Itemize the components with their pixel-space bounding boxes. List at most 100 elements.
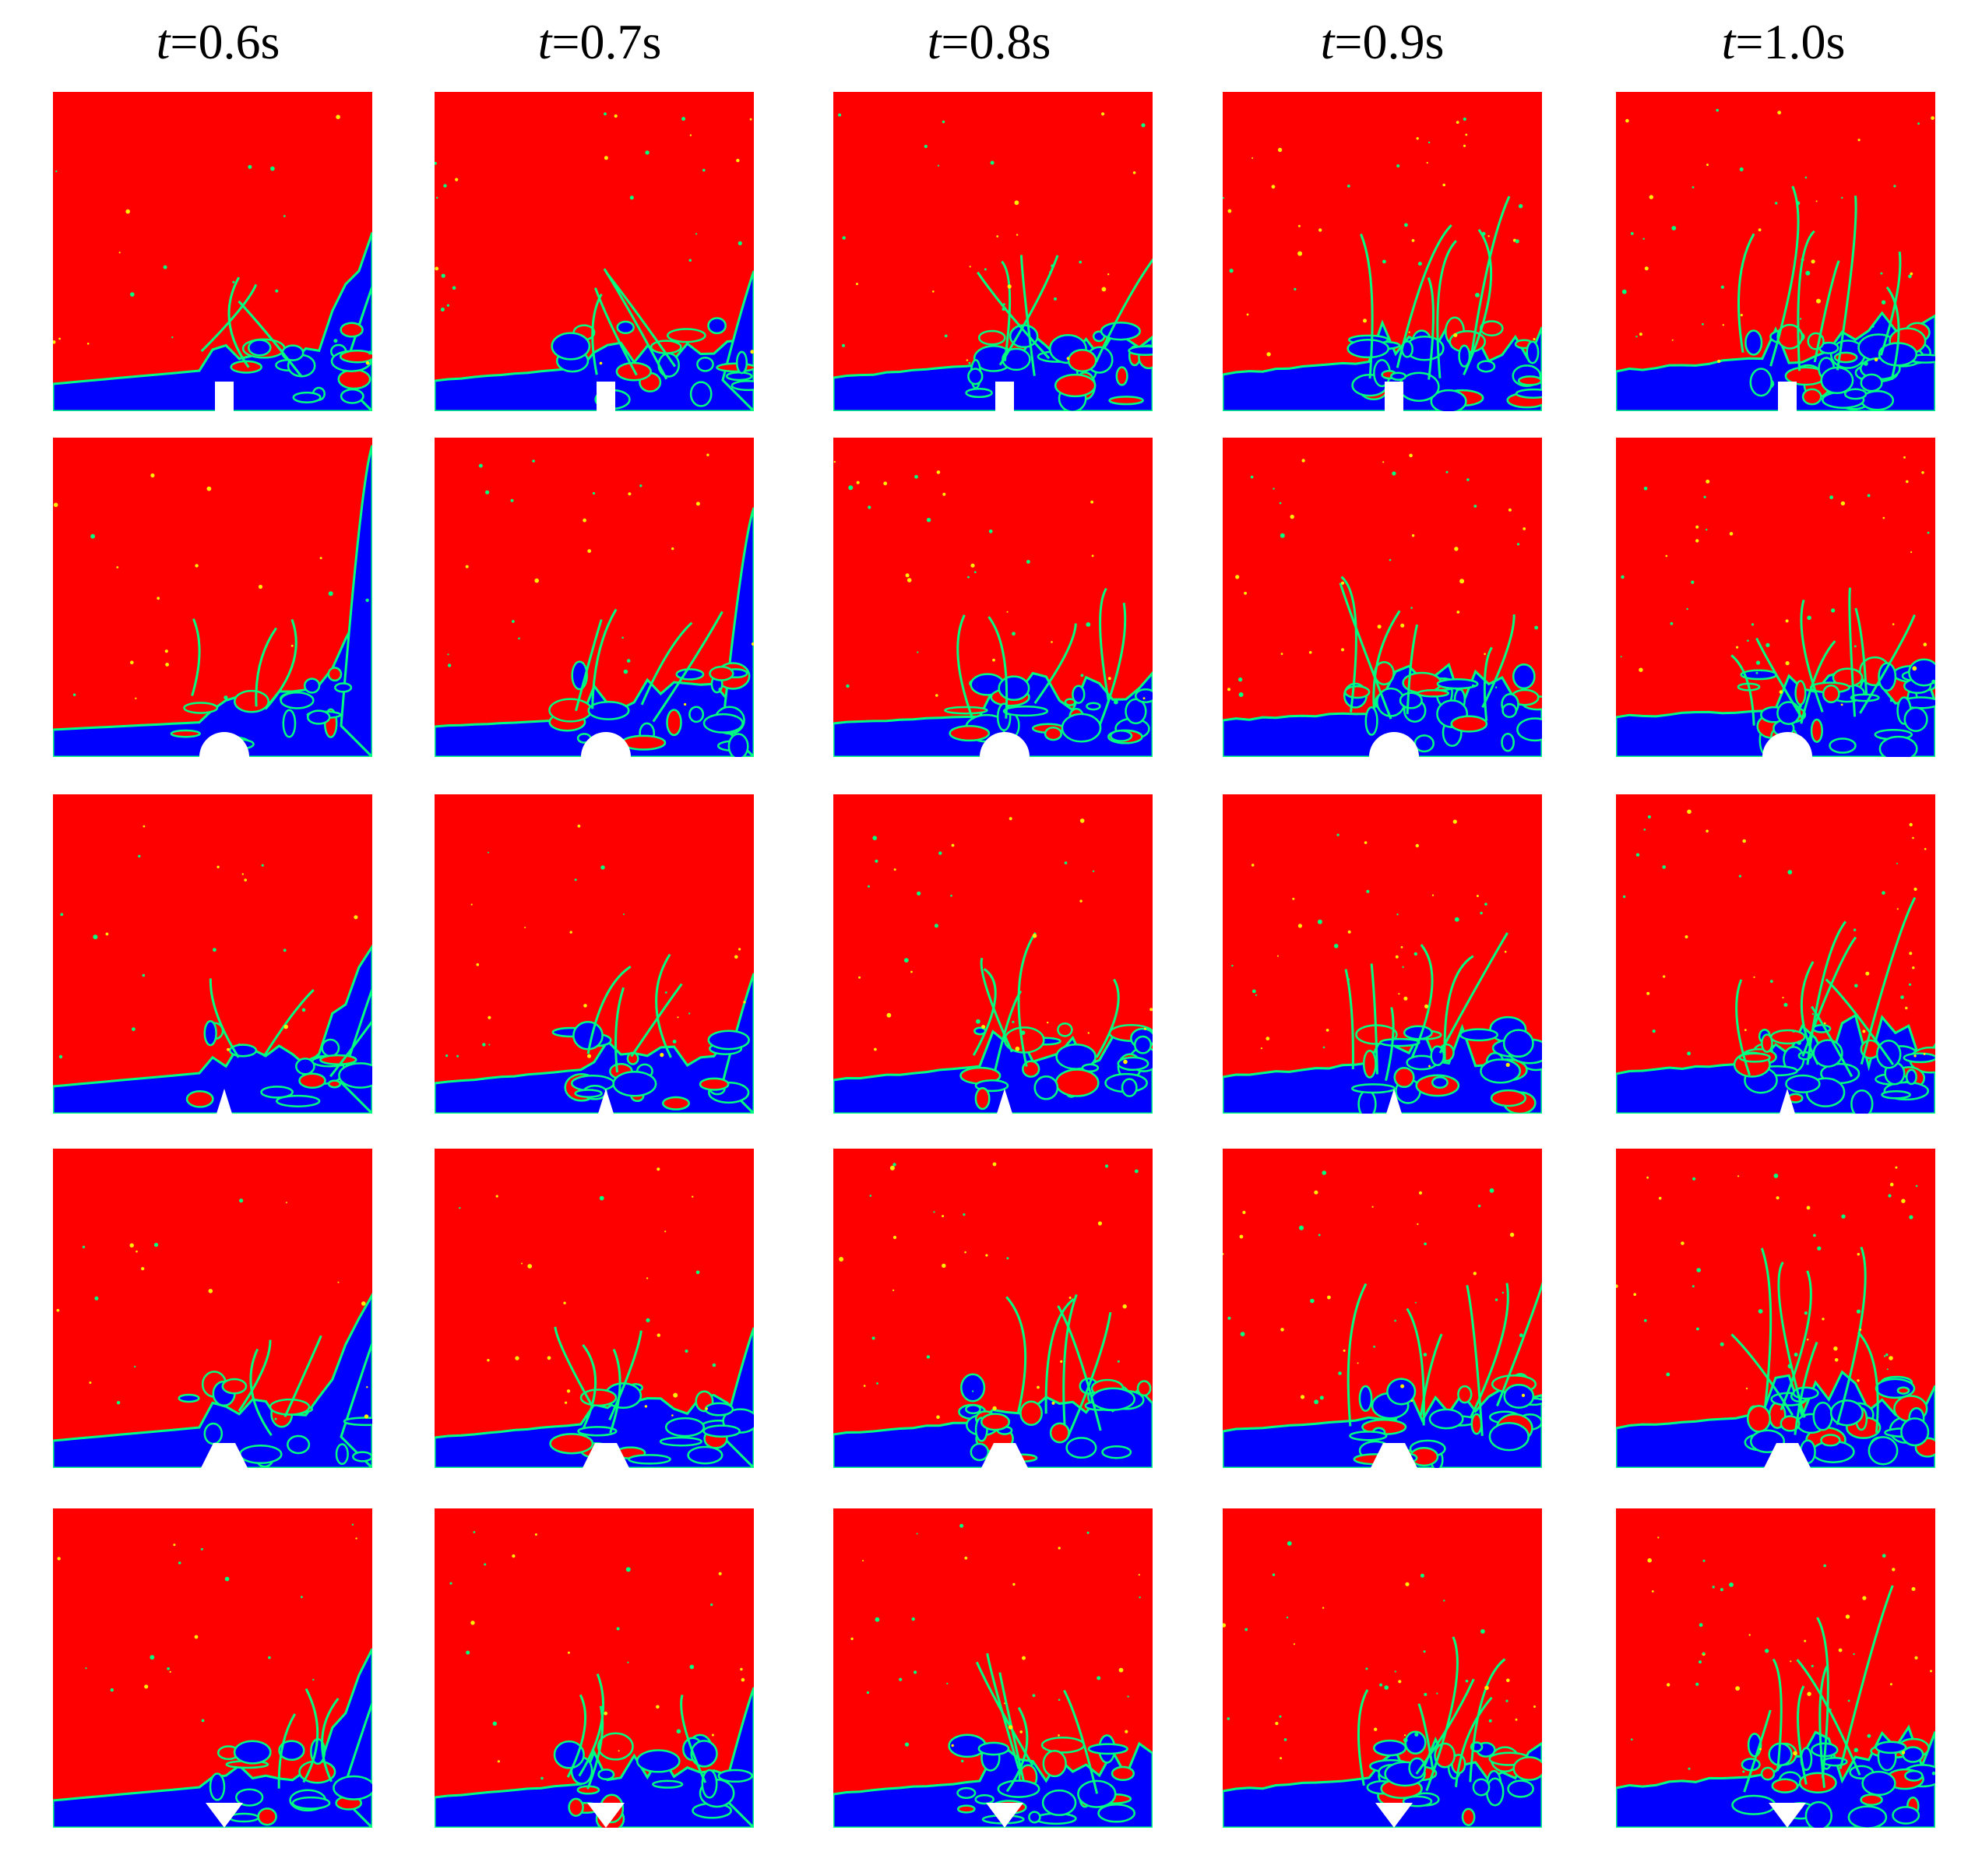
interface-filament bbox=[1777, 1261, 1806, 1418]
spray-droplet bbox=[1892, 623, 1895, 625]
spray-droplet bbox=[1408, 331, 1410, 333]
spray-droplet bbox=[689, 1664, 695, 1670]
spray-droplet bbox=[972, 1390, 974, 1392]
spray-droplet bbox=[968, 361, 971, 364]
spray-droplet bbox=[1413, 952, 1417, 956]
spray-droplet bbox=[1504, 950, 1507, 953]
obstacle-trapezoid bbox=[201, 1443, 248, 1468]
spray-droplet bbox=[942, 1263, 946, 1268]
interface-filament bbox=[652, 611, 723, 723]
spray-droplet bbox=[1364, 841, 1368, 844]
spray-droplet bbox=[914, 1670, 917, 1674]
spray-droplet bbox=[936, 1415, 940, 1419]
spray-droplet bbox=[1751, 623, 1755, 626]
spray-droplet bbox=[1051, 1401, 1055, 1405]
mixing-blob bbox=[1033, 1075, 1059, 1100]
spray-droplet bbox=[1834, 1358, 1839, 1362]
spray-droplet bbox=[1881, 300, 1886, 304]
spray-droplet bbox=[1426, 161, 1428, 164]
mixing-blob bbox=[696, 356, 714, 372]
panel-inverted-triangle-t4 bbox=[1616, 1508, 1935, 1828]
spray-droplet bbox=[1012, 1582, 1016, 1586]
interface-filament bbox=[1755, 637, 1804, 720]
spray-droplet bbox=[540, 1776, 544, 1780]
interface-filament bbox=[1769, 185, 1800, 367]
spray-droplet bbox=[1931, 116, 1934, 120]
spray-droplet bbox=[1459, 579, 1465, 584]
spray-droplet bbox=[165, 663, 170, 667]
mixing-blob bbox=[1115, 366, 1128, 386]
spray-droplet bbox=[1012, 632, 1016, 636]
vof-field bbox=[833, 438, 1153, 757]
obstacle-semicircle bbox=[1762, 732, 1812, 757]
spray-droplet bbox=[312, 1678, 315, 1681]
spray-droplet bbox=[1747, 639, 1749, 642]
spray-droplet bbox=[1865, 971, 1870, 976]
spray-droplet bbox=[1642, 238, 1645, 240]
mixing-blob bbox=[1515, 388, 1542, 399]
mixing-blob bbox=[689, 381, 713, 407]
mixing-blob bbox=[727, 733, 749, 757]
spray-droplet bbox=[1785, 619, 1789, 623]
panel-trapezoid-t0 bbox=[53, 1149, 372, 1468]
interface-filament bbox=[249, 1348, 273, 1437]
interface-filament bbox=[1836, 195, 1857, 371]
obstacle-inverted-triangle bbox=[1769, 1803, 1806, 1828]
mixing-blob bbox=[281, 344, 305, 361]
spray-droplet bbox=[1465, 133, 1468, 136]
mixing-blob bbox=[1746, 1404, 1772, 1433]
spray-droplet bbox=[1090, 500, 1093, 504]
interface-filament bbox=[1455, 1696, 1493, 1787]
spray-droplet bbox=[1758, 228, 1762, 232]
spray-droplet bbox=[1443, 1600, 1445, 1602]
mixing-blob bbox=[956, 1786, 977, 1799]
panel-rectangle-t3 bbox=[1223, 92, 1542, 411]
spray-droplet bbox=[241, 873, 244, 875]
interface-filament bbox=[680, 1694, 707, 1783]
spray-droplet bbox=[1481, 231, 1486, 236]
spray-droplet bbox=[1630, 232, 1634, 235]
spray-droplet bbox=[1319, 1396, 1324, 1400]
mixing-blob bbox=[944, 706, 988, 715]
mixing-blob bbox=[1009, 324, 1039, 349]
spray-droplet bbox=[213, 948, 217, 952]
mixing-blob bbox=[1403, 1025, 1433, 1040]
spray-droplet bbox=[569, 931, 572, 934]
mixing-blob bbox=[1760, 1766, 1776, 1781]
spray-droplet bbox=[1620, 656, 1622, 658]
mixing-blob bbox=[704, 1402, 734, 1417]
spray-droplet bbox=[232, 280, 235, 283]
interface-filament bbox=[1436, 240, 1457, 378]
mixing-blob bbox=[1108, 396, 1144, 406]
spray-droplet bbox=[1301, 459, 1305, 463]
spray-droplet bbox=[441, 273, 445, 278]
mixing-blob bbox=[675, 668, 705, 681]
vof-field bbox=[1223, 438, 1542, 757]
interface-filament bbox=[987, 616, 1009, 719]
mixing-blob bbox=[1477, 360, 1496, 373]
panel-semicircle-t2 bbox=[833, 438, 1153, 757]
spray-droplet bbox=[1436, 1692, 1438, 1695]
spray-droplet bbox=[876, 1382, 878, 1385]
spray-droplet bbox=[1276, 955, 1279, 957]
mixing-blob bbox=[1905, 1068, 1917, 1086]
spray-droplet bbox=[1703, 495, 1706, 498]
spray-droplet bbox=[657, 1167, 660, 1171]
spray-droplet bbox=[899, 1677, 903, 1681]
spray-droplet bbox=[1086, 1531, 1090, 1534]
mixing-blob bbox=[1794, 680, 1807, 706]
spray-droplet bbox=[1405, 1582, 1410, 1586]
spray-droplet bbox=[1273, 487, 1275, 490]
mixing-blob bbox=[257, 1807, 277, 1826]
spray-droplet bbox=[1895, 1166, 1898, 1169]
panel-triangle-t0 bbox=[53, 794, 372, 1114]
spray-droplet bbox=[599, 1195, 604, 1201]
spray-droplet bbox=[712, 1363, 716, 1367]
spray-droplet bbox=[1272, 1573, 1276, 1576]
vof-field bbox=[53, 794, 372, 1114]
mixing-blob bbox=[666, 709, 682, 737]
spray-droplet bbox=[695, 502, 700, 506]
spray-droplet bbox=[914, 474, 918, 479]
spray-droplet bbox=[1745, 1387, 1748, 1390]
mixing-blob bbox=[337, 368, 371, 390]
